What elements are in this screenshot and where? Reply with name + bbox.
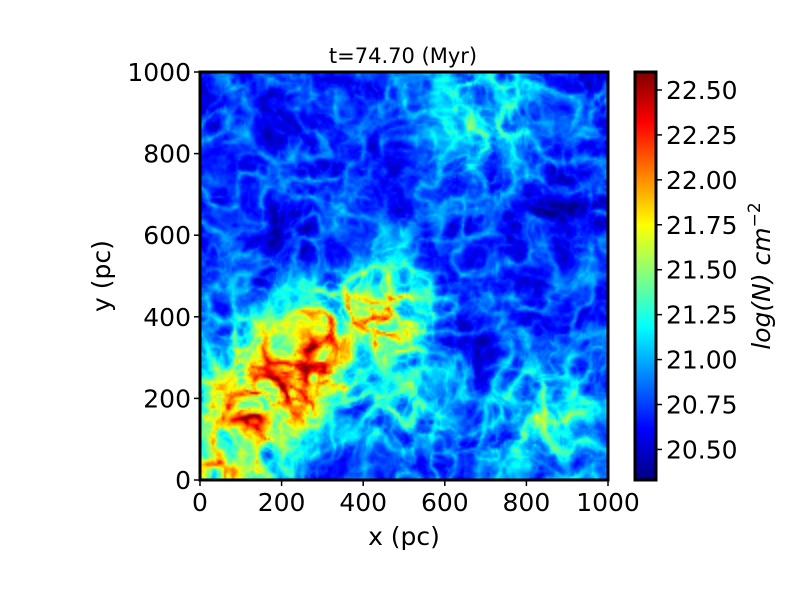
colorbar-label: log(N) cm−2 [745,202,776,349]
x-tick-label: 400 [339,488,387,517]
x-tick-label: 600 [421,488,469,517]
colorbar-tick-label: 22.00 [666,166,738,195]
colorbar-tick-label: 22.25 [666,121,738,150]
colorbar-tick-label: 21.00 [666,346,738,375]
plot-area-border [198,70,610,482]
x-axis: 0 200 400 600 800 1000 [192,480,640,517]
x-tick-label: 1000 [576,488,640,517]
x-axis-label: x (pc) [368,522,440,551]
y-tick-label: 600 [143,221,191,250]
colorbar-tick-label: 22.50 [666,76,738,105]
colorbar-label-base: log(N) cm [747,227,776,349]
y-axis-label: y (pc) [87,240,116,312]
y-tick-label: 800 [143,140,191,169]
heatmap-frame [200,72,608,480]
y-tick-label: 400 [143,303,191,332]
chart-title: t=74.70 (Myr) [329,44,477,68]
x-tick-label: 0 [192,488,208,517]
colorbar-tick-label: 21.50 [666,256,738,285]
x-tick-label: 800 [503,488,551,517]
colorbar-axis: 20.50 20.75 21.00 21.25 21.50 21.75 22.00 22.25… [656,76,738,464]
heatmap-image [200,72,608,480]
y-tick-label: 0 [175,466,191,495]
x-tick-label: 200 [258,488,306,517]
colorbar-tick-label: 21.75 [666,211,738,240]
colorbar-tick-label: 20.50 [666,435,738,464]
colorbar-tick-label: 20.75 [666,391,738,420]
colorbar-label-exponent: −2 [745,202,765,227]
y-tick-label: 200 [143,384,191,413]
colorbar [633,70,658,482]
y-axis: 0 200 400 600 800 1000 [127,58,200,495]
colorbar-tick-label: 21.25 [666,301,738,330]
y-tick-label: 1000 [127,58,191,87]
